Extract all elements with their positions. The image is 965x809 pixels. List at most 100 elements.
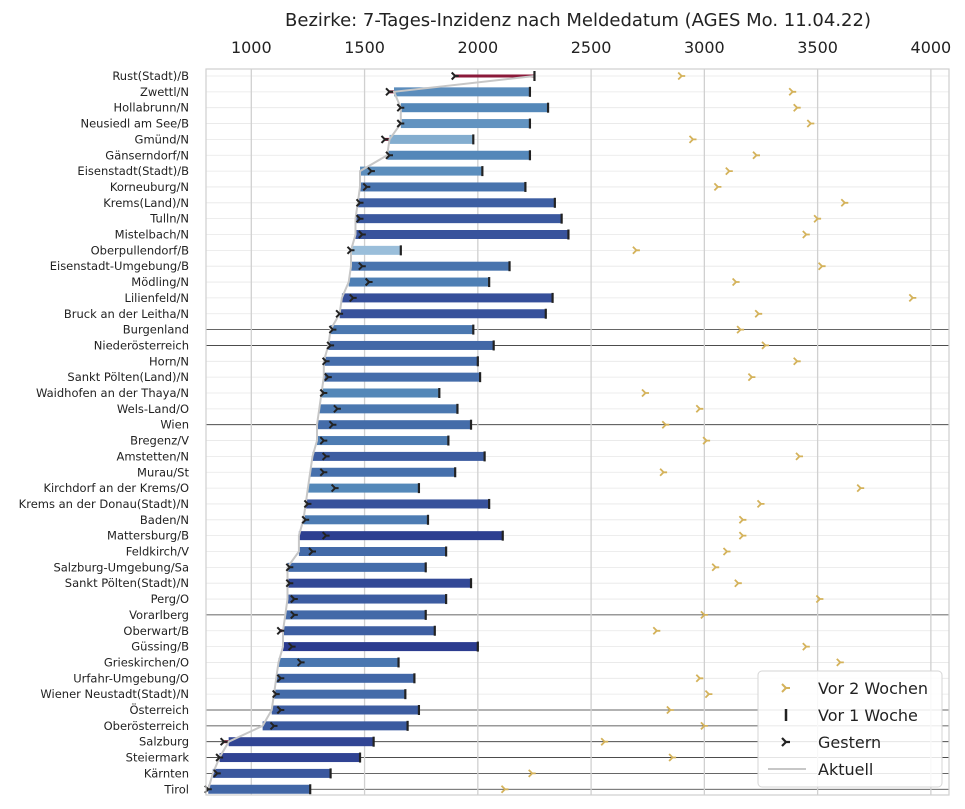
marker-yesterday-glyph <box>396 119 405 128</box>
y-tick-label: Hollabrunn/N <box>114 101 190 115</box>
marker-two-weeks-glyph <box>793 103 801 112</box>
x-tick-label: 1500 <box>344 38 385 57</box>
marker-two-weeks-glyph <box>700 610 708 620</box>
marker-yesterday-glyph <box>396 103 405 112</box>
bar-6 <box>387 150 530 160</box>
marker-two-weeks <box>713 182 722 192</box>
marker-two-weeks-glyph <box>761 341 769 350</box>
bar-41 <box>271 705 419 715</box>
marker-yesterday-glyph <box>380 135 389 144</box>
marker-two-weeks <box>802 230 810 239</box>
marker-yesterday-glyph <box>285 563 294 572</box>
y-tick-label: Niederösterreich <box>94 338 189 352</box>
legend-marker-two-weeks <box>781 683 790 693</box>
marker-two-weeks-glyph <box>756 499 765 509</box>
bar-33 <box>287 578 472 588</box>
marker-two-weeks-glyph <box>738 531 747 540</box>
bar-18 <box>328 340 494 350</box>
marker-two-weeks <box>752 151 760 160</box>
marker-two-weeks <box>668 753 677 762</box>
marker-two-weeks <box>836 658 844 667</box>
bar-34 <box>287 594 447 604</box>
marker-two-weeks <box>795 452 803 461</box>
marker-two-weeks <box>704 689 713 699</box>
marker-yesterday-glyph <box>364 277 373 287</box>
marker-yesterday <box>301 515 310 525</box>
marker-yesterday <box>321 452 330 461</box>
marker-yesterday-glyph <box>276 674 285 683</box>
y-tick-label: Österreich <box>129 701 189 717</box>
bar-38 <box>278 657 399 667</box>
y-tick-label: Korneuburg/N <box>110 180 189 194</box>
y-tick-label: Oberwart/B <box>123 624 189 638</box>
marker-yesterday <box>385 151 393 160</box>
bar-17 <box>330 325 474 335</box>
marker-two-weeks-glyph <box>666 705 674 715</box>
marker-two-weeks <box>695 404 704 413</box>
marker-yesterday-glyph <box>367 166 375 176</box>
marker-two-weeks-glyph <box>795 452 803 461</box>
y-tick-label: Oberpullendorf/B <box>91 243 189 257</box>
marker-yesterday <box>355 198 364 208</box>
legend-label-one-week: Vor 1 Woche <box>818 706 918 725</box>
marker-yesterday <box>303 499 312 509</box>
marker-yesterday <box>276 626 285 636</box>
marker-yesterday-glyph <box>271 689 280 699</box>
marker-yesterday <box>385 87 393 97</box>
marker-yesterday-glyph <box>290 594 298 604</box>
marker-two-weeks-glyph <box>788 87 797 96</box>
bar-8 <box>360 182 526 192</box>
x-tick-label: 2000 <box>457 38 498 57</box>
marker-two-weeks-glyph <box>500 785 509 794</box>
marker-two-weeks-glyph <box>661 420 670 429</box>
marker-yesterday <box>328 420 337 429</box>
marker-yesterday <box>287 642 296 651</box>
bar-26 <box>310 467 456 477</box>
marker-two-weeks <box>761 341 769 350</box>
marker-yesterday <box>348 293 357 303</box>
bar-31 <box>298 547 447 556</box>
marker-two-weeks <box>632 246 640 255</box>
y-tick-label: Waidhofen an der Thaya/N <box>36 386 189 400</box>
y-tick-label: Murau/St <box>137 465 189 479</box>
bar-24 <box>316 436 449 446</box>
y-tick-label: Bregenz/V <box>130 434 189 448</box>
marker-yesterday-glyph <box>269 721 278 731</box>
y-tick-label: Krems an der Donau(Stadt)/N <box>19 497 189 511</box>
y-tick-label: Krems(Land)/N <box>103 196 189 210</box>
x-tick-label: 4000 <box>911 38 952 57</box>
marker-yesterday-glyph <box>213 769 221 778</box>
bar-23 <box>316 420 472 430</box>
y-tick-label: Urfahr-Umgebung/O <box>73 671 189 685</box>
marker-two-weeks <box>747 372 756 382</box>
y-tick-label: Amstetten/N <box>116 449 189 463</box>
marker-two-weeks <box>856 483 865 493</box>
marker-two-weeks-glyph <box>659 468 668 477</box>
marker-two-weeks <box>817 262 826 271</box>
bar-42 <box>262 721 408 731</box>
y-tick-label: Oberösterreich <box>104 719 189 733</box>
marker-two-weeks-glyph <box>688 135 697 144</box>
y-tick-label: Horn/N <box>149 354 189 368</box>
marker-two-weeks <box>702 436 711 445</box>
y-tick-label: Feldkirch/V <box>126 545 189 559</box>
marker-yesterday <box>450 71 459 81</box>
y-tick-label: Wiener Neustadt(Stadt)/N <box>40 687 189 701</box>
y-tick-label: Güssing/B <box>131 640 189 654</box>
y-tick-label: Kirchdorf an der Krems/O <box>43 481 189 495</box>
marker-two-weeks <box>711 563 720 572</box>
marker-two-weeks <box>600 737 609 746</box>
marker-two-weeks-glyph <box>641 388 649 398</box>
marker-yesterday <box>333 404 341 414</box>
marker-yesterday-glyph <box>346 246 355 255</box>
marker-yesterday <box>396 119 405 128</box>
marker-yesterday <box>321 357 330 366</box>
legend-box <box>757 670 943 788</box>
marker-yesterday <box>358 230 366 239</box>
marker-yesterday <box>319 388 328 398</box>
marker-yesterday <box>355 214 364 223</box>
marker-two-weeks-glyph <box>813 214 822 223</box>
marker-two-weeks-glyph <box>725 166 733 176</box>
bar-14 <box>348 277 490 287</box>
bar-39 <box>276 673 415 683</box>
